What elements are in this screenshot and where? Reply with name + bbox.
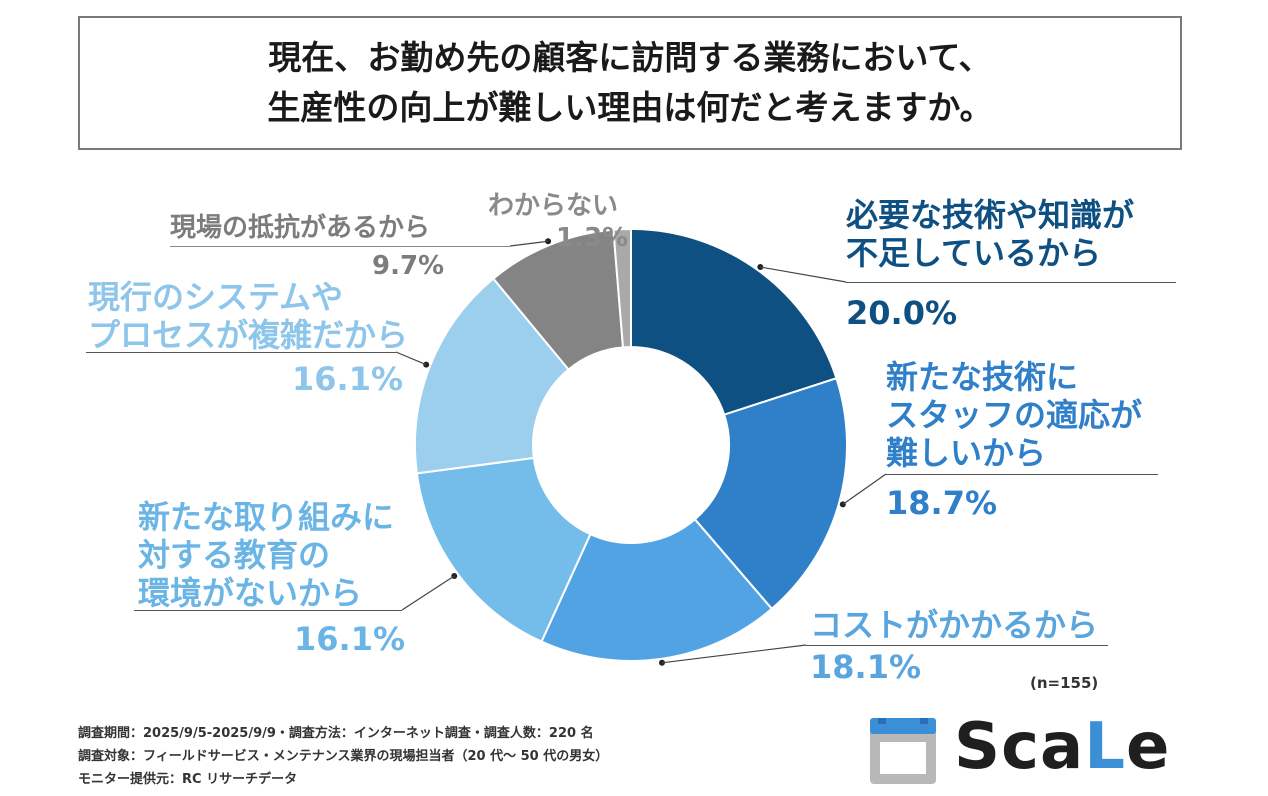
logo-text-part-3: e (1126, 710, 1171, 784)
label-underline-4 (86, 352, 396, 353)
title-box: 現在、お勤め先の顧客に訪問する業務において、 生産性の向上が難しい理由は何だと考… (78, 16, 1182, 150)
slice-label-3-line-1: 新たな取り組みに (138, 498, 395, 536)
sample-size: (n=155) (1030, 674, 1099, 692)
slice-label-1-line-1: 新たな技術に (886, 358, 1079, 396)
donut-slice-2 (540, 517, 774, 662)
footnote-period: 調査期間：2025/9/5-2025/9/9・調査方法：インターネット調査・調査… (78, 726, 594, 741)
leader-line-1 (842, 473, 887, 505)
leader-line-4 (395, 351, 427, 366)
slice-label-0: 必要な技術や知識が 不足しているから (846, 196, 1134, 272)
slice-value-1: 18.7% (886, 484, 998, 522)
slice-value-3: 16.1% (294, 620, 406, 658)
slice-label-1: 新たな技術に スタッフの適応が 難しいから (886, 358, 1142, 472)
slice-label-1-line-2: スタッフの適応が (886, 396, 1143, 434)
slice-label-2-line-1: コストがかかるから (810, 606, 1099, 644)
slice-label-4-line-2: プロセスが複雑だから (88, 316, 409, 354)
slice-label-3-line-3: 環境がないから (138, 574, 363, 612)
slice-label-2: コストがかかるから (810, 606, 1098, 644)
slice-value-2: 18.1% (810, 648, 922, 686)
slice-label-6: わからない (488, 191, 619, 221)
leader-line-2 (661, 644, 807, 664)
logo-wordmark: ScaLe (954, 710, 1170, 784)
slice-label-4-line-1: 現行のシステムや (88, 278, 344, 316)
slice-value-0: 20.0% (846, 294, 958, 332)
slice-label-0-line-1: 必要な技術や知識が (846, 196, 1135, 234)
slice-value-5: 9.7% (372, 251, 445, 281)
slice-value-6: 1.3% (556, 223, 629, 253)
label-underline-2 (806, 645, 1108, 646)
chart-title-line-1: 現在、お勤め先の顧客に訪問する業務において、 (268, 38, 992, 77)
footnote-provider: モニター提供元：RC リサーチデータ (78, 772, 298, 787)
slice-label-3: 新たな取り組みに 対する教育の 環境がないから (138, 498, 394, 612)
slice-label-0-line-2: 不足しているから (846, 234, 1102, 272)
leader-line-3 (401, 575, 455, 611)
slice-label-4: 現行のシステムや プロセスが複雑だから (88, 278, 408, 354)
donut-slice-3 (415, 456, 592, 643)
label-underline-0 (846, 282, 1176, 283)
donut-slice-0 (630, 227, 838, 416)
label-underline-1 (886, 474, 1158, 475)
slice-value-4: 16.1% (292, 360, 404, 398)
scale-logo: ScaLe (870, 710, 1180, 786)
chart-title-line-2: 生産性の向上が難しい理由は何だと考えますか。 (267, 88, 993, 127)
slice-label-1-line-3: 難しいから (886, 434, 1047, 472)
donut-slice-4 (414, 277, 570, 475)
logo-text-accent: L (1084, 710, 1126, 784)
donut-slice-1 (693, 376, 848, 611)
leader-line-5 (509, 240, 549, 247)
label-underline-5 (170, 246, 510, 247)
slice-label-3-line-2: 対する教育の (138, 536, 331, 574)
label-underline-3 (134, 610, 402, 611)
donut-slice-6 (612, 227, 632, 349)
leader-line-0 (760, 266, 847, 283)
survey-footnotes: 調査期間：2025/9/5-2025/9/9・調査方法：インターネット調査・調査… (78, 722, 608, 791)
logo-text-part-1: Sca (954, 710, 1085, 784)
slice-label-5: 現場の抵抗があるから (170, 213, 431, 243)
footnote-target: 調査対象：フィールドサービス・メンテナンス業界の現場担当者（20 代～ 50 代… (78, 749, 609, 764)
calendar-icon (870, 718, 936, 784)
